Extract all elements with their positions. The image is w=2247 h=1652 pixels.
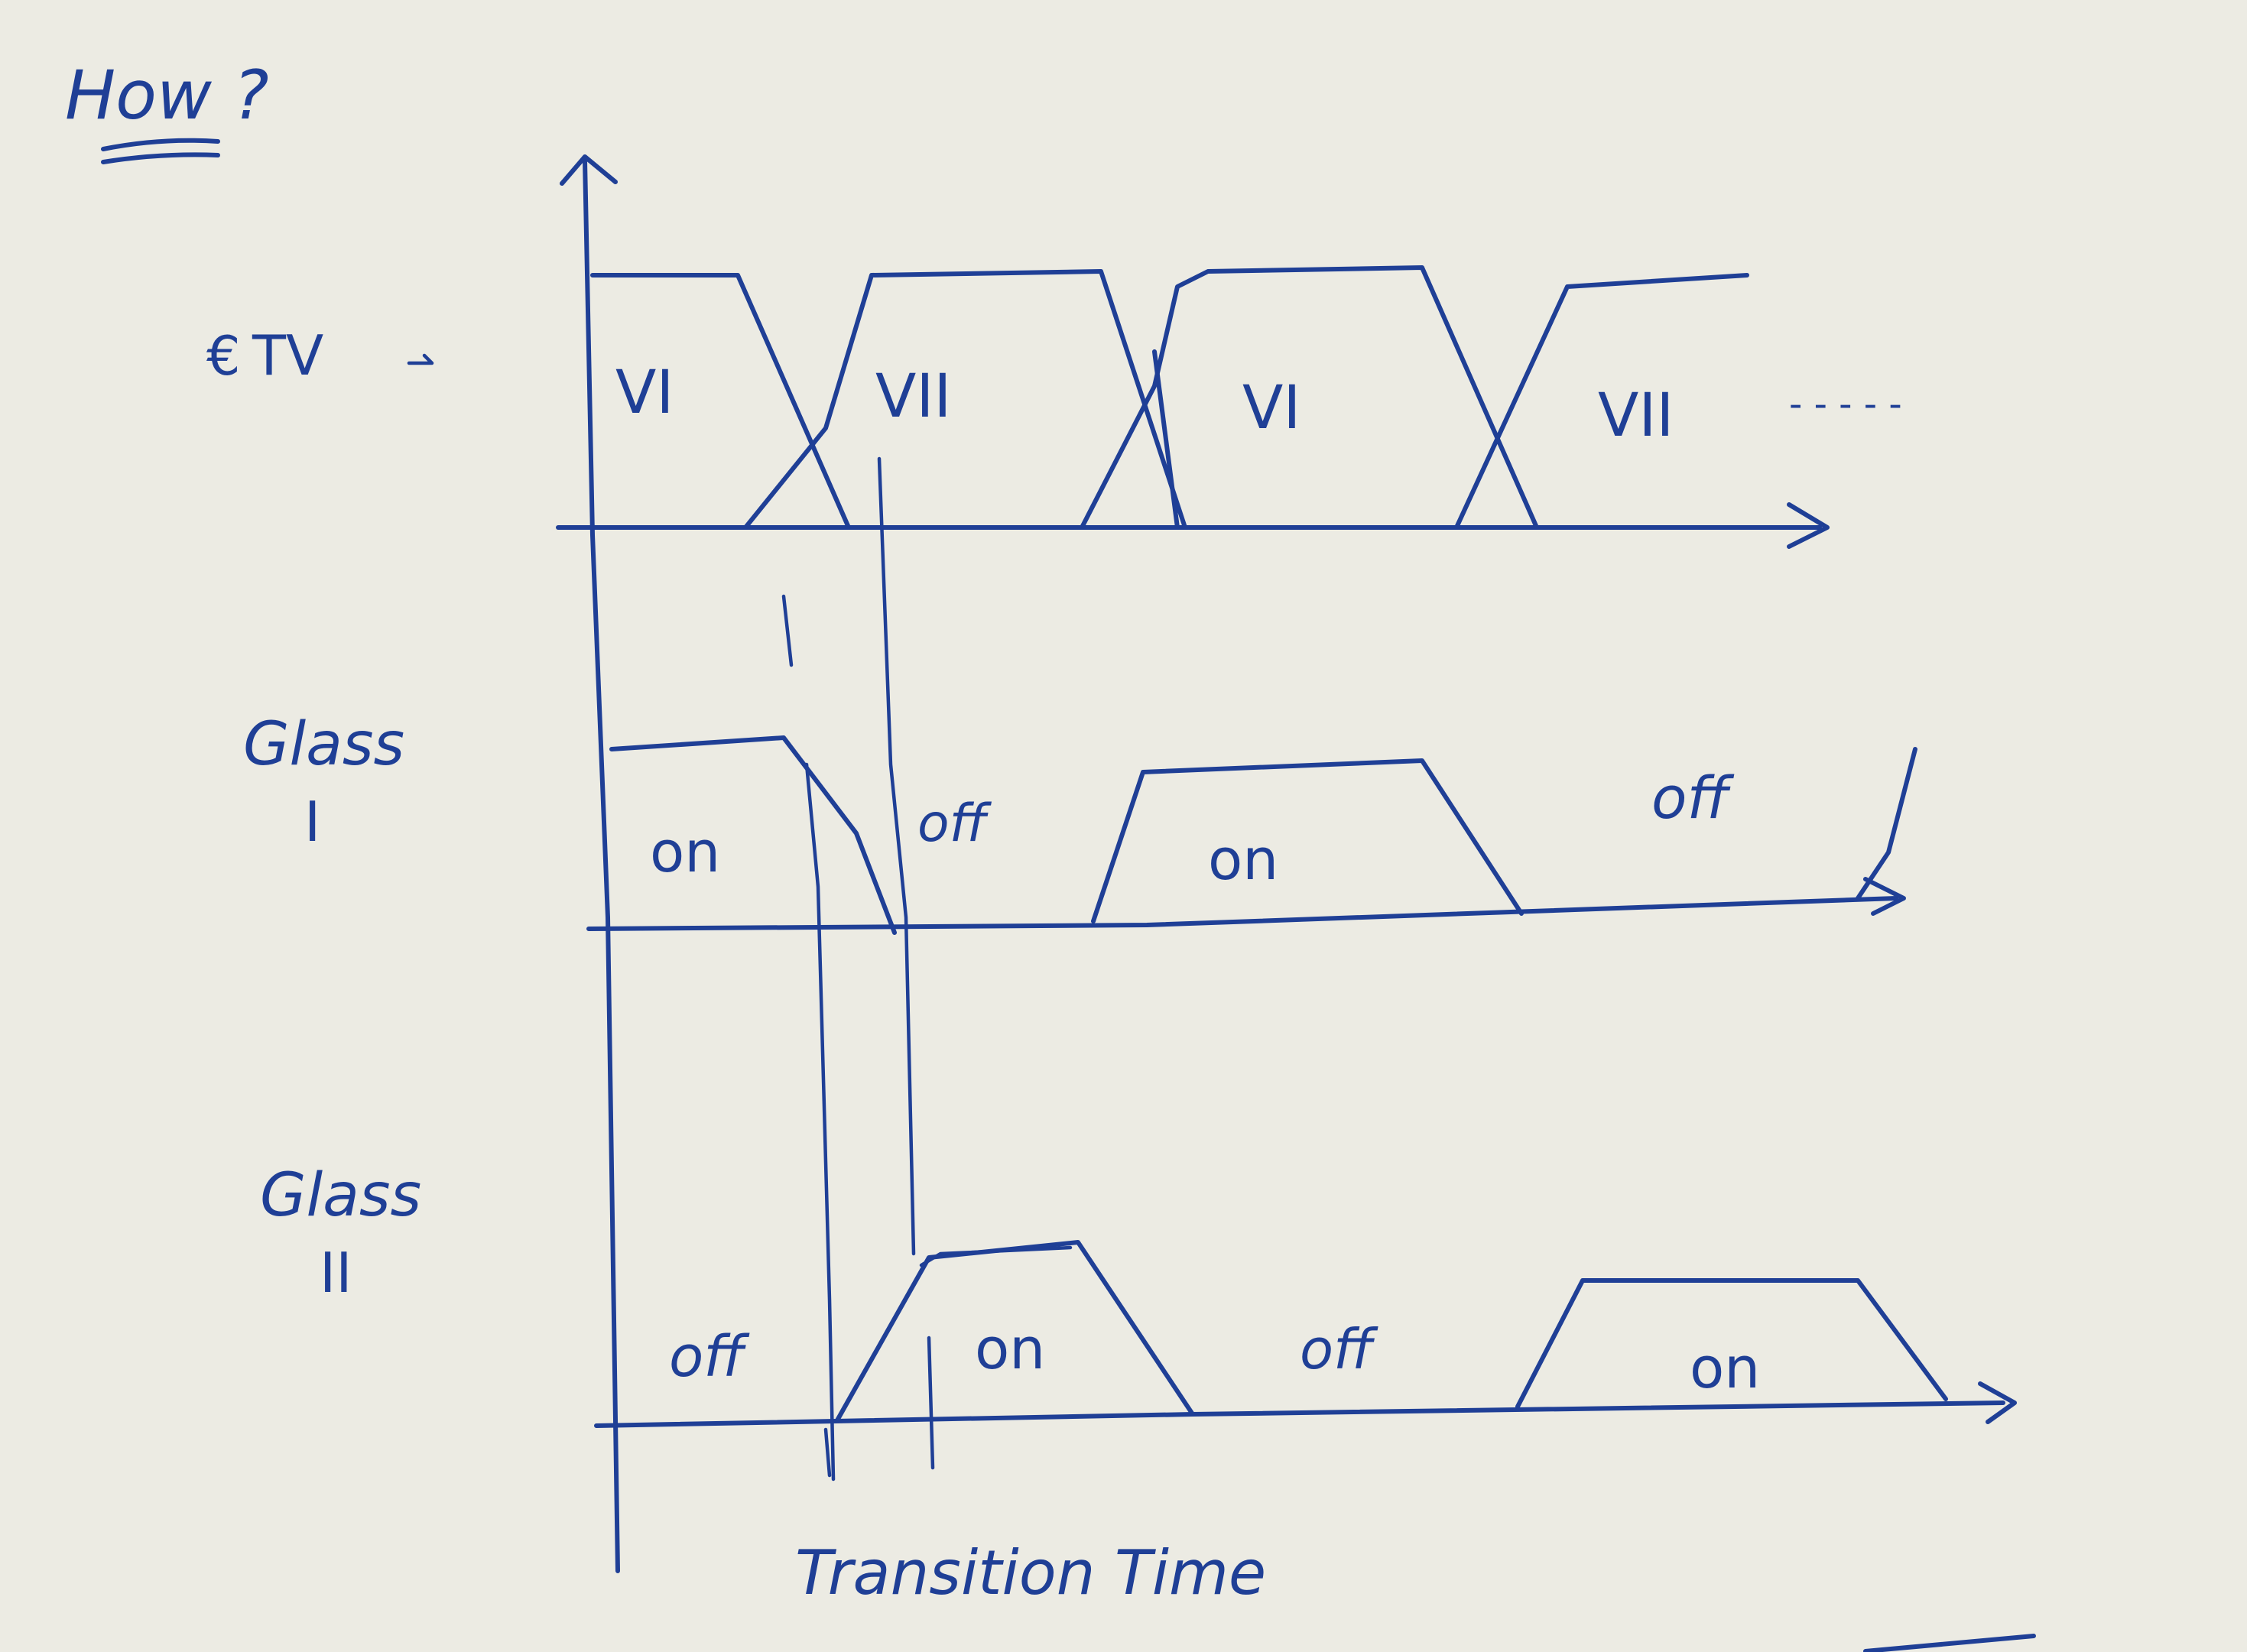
glass2-label-off-2: off [1300, 1317, 1378, 1381]
glass1-on-pulse-2 [1091, 758, 1524, 923]
transition-marker-tick [823, 1427, 832, 1478]
tv-label-symbol: € [206, 325, 241, 388]
glass1-on-pulse-1 [609, 735, 897, 935]
tv-label: TV [252, 323, 323, 388]
transition-marker-2 [877, 456, 916, 1256]
tv-label-arrow [407, 353, 434, 365]
glass1-time-axis [586, 896, 1898, 931]
vertical-axis [583, 158, 620, 1573]
glass1-axis-arrowhead [1863, 877, 1906, 916]
tv-continuation: - - - - - [1789, 383, 1902, 426]
heading-underline-1 [101, 138, 220, 151]
transition-time-label: Transition Time [795, 1537, 1266, 1608]
tv-signal-VII-2 [1454, 273, 1749, 530]
glass1-label-off-1: off [917, 794, 992, 854]
glass1-label-off-2: off [1651, 764, 1734, 832]
glass1-label-on-1: on [650, 820, 720, 885]
glass2-axis-arrowhead [1978, 1381, 2017, 1424]
glass2-on-pulse-1-redraw [919, 1245, 1073, 1267]
tv-signal-VI-2 [1080, 265, 1539, 530]
glass1-label: Glass [243, 710, 404, 779]
tv-label-VI-2: VI [1242, 374, 1300, 443]
glass1-rising-edge [1856, 747, 1917, 901]
tv-signal-VII-1 [743, 269, 1187, 530]
bottom-scribble [1863, 1634, 2036, 1652]
glass2-label: Glass [260, 1161, 421, 1230]
glass2-label-off-1: off [669, 1324, 750, 1390]
tv-signal-edge [1152, 349, 1180, 530]
glass2-on-pulse-2 [1515, 1278, 1948, 1409]
glass2-label-on-2: on [1690, 1336, 1760, 1401]
heading-text: How ? [65, 56, 269, 135]
heading-underline-2 [101, 152, 220, 164]
glass2-label-on-1: on [975, 1316, 1045, 1382]
transition-marker-2b [927, 1336, 935, 1470]
transition-marker-1b [804, 762, 836, 1482]
vertical-axis-arrowhead [560, 154, 618, 186]
glass2-label-number: II [320, 1241, 352, 1305]
tv-axis-arrowhead [1787, 502, 1830, 549]
tv-label-VI-1: VI [615, 359, 674, 427]
tv-label-VII-2: VII [1598, 381, 1674, 450]
glass1-label-on-2: on [1208, 827, 1278, 893]
tv-label-VII-1: VII [875, 362, 951, 431]
transition-marker-1a [781, 594, 794, 667]
glass1-label-number: I [304, 790, 320, 854]
